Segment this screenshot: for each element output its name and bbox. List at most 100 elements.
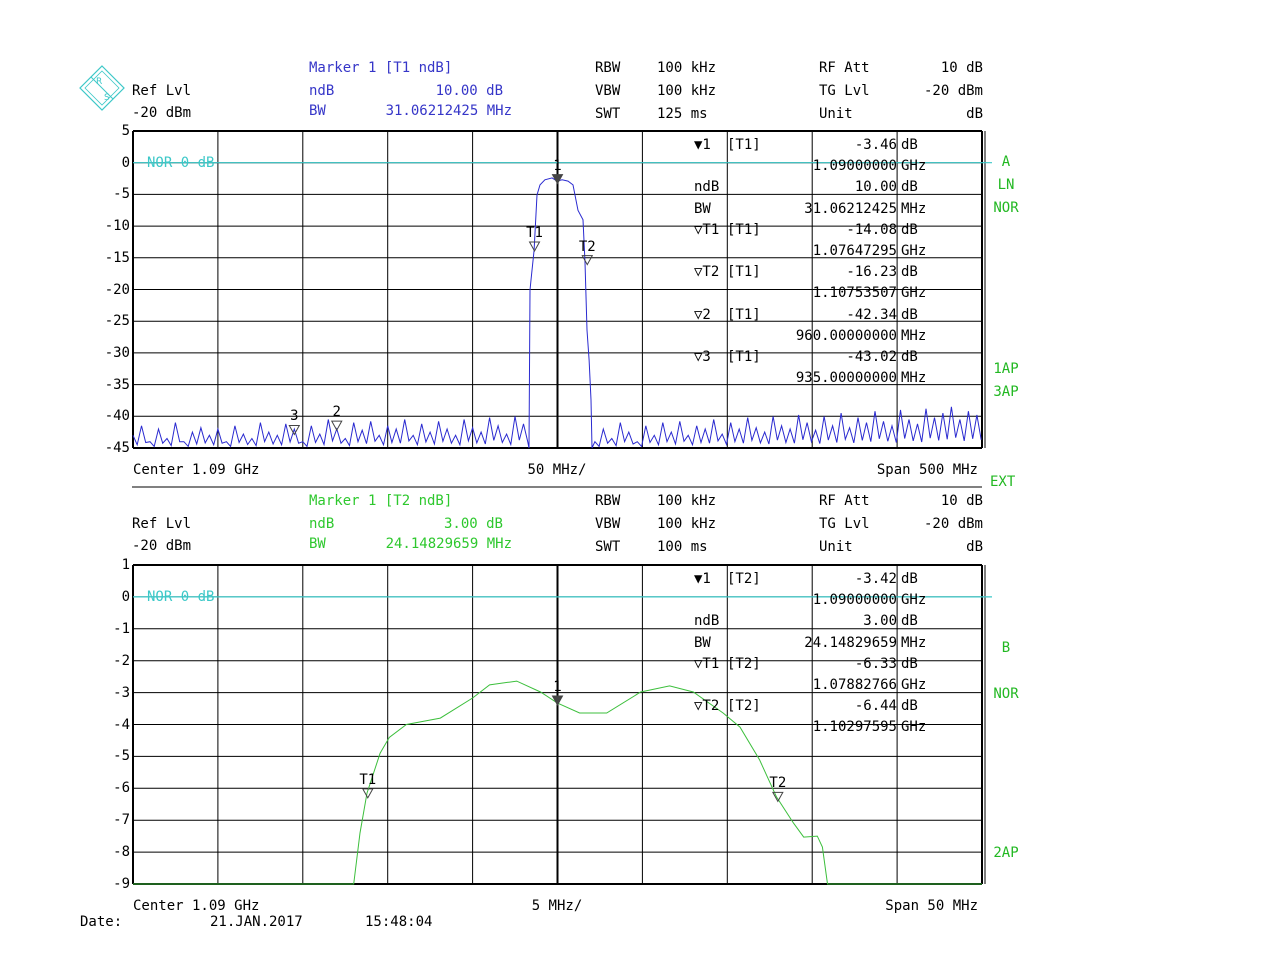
marker-table-value: 960.00000000 <box>795 327 897 344</box>
marker-t2-icon[interactable] <box>771 791 784 803</box>
y-tick-label: -3 <box>113 684 130 701</box>
ndb-label: ndB <box>309 516 335 532</box>
marker-table-value: 935.00000000 <box>795 370 897 387</box>
y-tick-label: -10 <box>104 218 130 235</box>
marker-label: 1 <box>553 157 562 174</box>
marker-1-icon[interactable] <box>551 174 564 185</box>
marker-1-icon[interactable] <box>551 695 564 707</box>
marker-t2-icon[interactable] <box>581 255 594 266</box>
marker-2-icon[interactable] <box>330 420 343 432</box>
y-tick-label: -5 <box>113 748 130 765</box>
marker-table-trace: [T1] <box>727 264 761 281</box>
svg-text:S: S <box>104 93 110 103</box>
side-status-label: A <box>1001 154 1011 170</box>
rohde-schwarz-logo-icon: RS <box>79 65 125 111</box>
side-status-label: 3AP <box>993 384 1019 400</box>
marker-3-icon[interactable] <box>288 424 301 436</box>
swt-label: SWT <box>595 106 621 122</box>
time-value: 15:48:04 <box>365 914 433 930</box>
marker-table-unit: GHz <box>901 285 927 302</box>
side-status-label: NOR <box>993 686 1019 702</box>
y-tick-label: 1 <box>121 557 130 573</box>
y-tick-label: 0 <box>121 154 130 171</box>
y-tick-label: -2 <box>113 652 130 669</box>
marker-table-trace: [T2] <box>727 698 761 715</box>
marker-table-trace: [T1] <box>727 221 761 238</box>
svg-text:R: R <box>96 77 102 87</box>
ref-level-label: Ref Lvl <box>132 516 192 532</box>
marker-table-value: 3.00 <box>863 613 897 630</box>
marker-table-unit: dB <box>901 179 918 196</box>
marker-title: Marker 1 [T2 ndB] <box>309 493 453 509</box>
marker-table-label: ▽T1 <box>694 655 720 672</box>
bw-label: BW <box>309 536 326 552</box>
marker-table-trace: [T1] <box>727 306 761 323</box>
marker-table-unit: GHz <box>901 592 927 609</box>
marker-table-unit: dB <box>901 306 918 323</box>
per-division: 5 MHz/ <box>531 898 583 914</box>
marker-label: T1 <box>526 224 543 241</box>
marker-table-value: 1.10297595 <box>812 719 897 736</box>
marker-table-value: -16.23 <box>846 264 897 281</box>
marker-table-unit: MHz <box>901 327 927 344</box>
bw-value: 31.06212425 MHz <box>385 103 512 119</box>
marker-table-label: ndB <box>694 613 720 630</box>
marker-table-value: 24.14829659 <box>804 634 897 651</box>
marker-table-label: ▽2 <box>694 306 711 323</box>
y-tick-label: -20 <box>104 281 130 298</box>
marker-table-unit: GHz <box>901 158 927 175</box>
marker-table-unit: dB <box>901 264 918 281</box>
tg-lvl-label: TG Lvl <box>819 83 870 99</box>
marker-table-trace: [T1] <box>727 349 761 365</box>
y-tick-label: -35 <box>104 376 130 393</box>
bw-value: 24.14829659 MHz <box>385 536 512 552</box>
marker-table-value: 1.09000000 <box>812 592 897 609</box>
rf-att-value: 10 dB <box>940 493 983 509</box>
marker-t1-icon[interactable] <box>528 241 541 252</box>
y-tick-label: -40 <box>104 408 130 425</box>
marker-table-label: ndB <box>694 179 720 196</box>
marker-label: 1 <box>553 678 562 695</box>
marker-t1-icon[interactable] <box>361 788 374 799</box>
plot-grid <box>132 564 986 885</box>
y-tick-label: -25 <box>104 313 130 330</box>
unit-value: dB <box>966 539 983 555</box>
marker-table-unit: MHz <box>901 370 927 387</box>
rbw-value: 100 kHz <box>657 60 717 76</box>
marker-table-unit: dB <box>901 655 918 672</box>
y-tick-label: -6 <box>113 780 130 797</box>
vbw-value: 100 kHz <box>657 83 717 99</box>
per-division: 50 MHz/ <box>527 462 587 478</box>
tg-lvl-label: TG Lvl <box>819 516 870 532</box>
y-tick-label: -45 <box>104 440 130 456</box>
tg-lvl-value: -20 dBm <box>923 516 983 532</box>
center-frequency: Center 1.09 GHz <box>133 462 260 478</box>
y-tick-label: -7 <box>113 812 130 829</box>
marker-table-label: ▽T2 <box>694 698 720 715</box>
rbw-value: 100 kHz <box>657 493 717 509</box>
swt-value: 100 ms <box>657 539 708 555</box>
center-frequency: Center 1.09 GHz <box>133 898 260 914</box>
marker-table-label: BW <box>694 200 711 217</box>
marker-table-value: 1.07647295 <box>812 243 897 259</box>
marker-table-unit: GHz <box>901 719 927 736</box>
unit-label: Unit <box>819 106 853 122</box>
y-tick-label: -9 <box>113 876 130 892</box>
bw-label: BW <box>309 103 326 119</box>
marker-table-unit: GHz <box>901 677 927 693</box>
marker-label: T2 <box>769 775 787 792</box>
nor-reference-label: NOR 0 dB <box>147 154 215 171</box>
marker-table-label: ▽T1 <box>694 221 720 238</box>
y-tick-label: -30 <box>104 344 130 361</box>
rf-att-label: RF Att <box>819 60 870 76</box>
rbw-label: RBW <box>595 493 621 509</box>
ndb-value: 3.00 dB <box>443 516 503 532</box>
swt-value: 125 ms <box>657 106 708 122</box>
marker-table-trace: [T2] <box>727 571 761 587</box>
marker-table-unit: MHz <box>901 634 927 651</box>
vbw-label: VBW <box>595 516 621 532</box>
spectrum-trace <box>133 680 982 885</box>
marker-table-unit: dB <box>901 137 918 153</box>
y-tick-label: 0 <box>121 588 130 605</box>
